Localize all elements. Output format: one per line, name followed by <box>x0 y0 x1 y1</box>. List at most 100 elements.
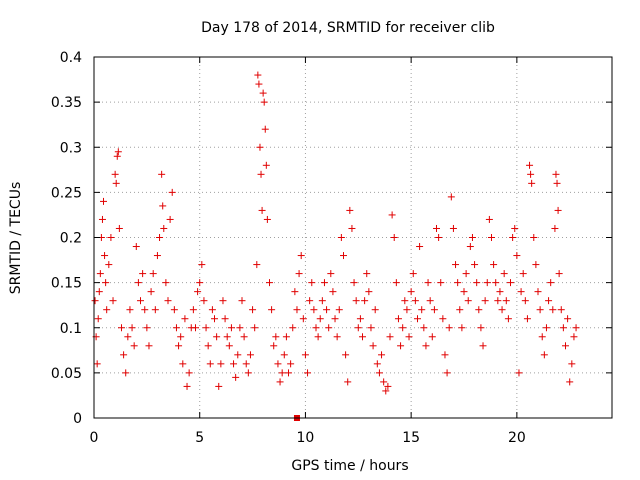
data-point <box>219 297 227 305</box>
data-point <box>208 306 216 314</box>
data-point <box>468 234 476 241</box>
data-point <box>365 288 373 296</box>
data-point <box>126 306 134 314</box>
data-point <box>158 170 166 178</box>
data-point <box>270 342 278 350</box>
data-point <box>117 324 125 332</box>
x-tick-label: 0 <box>90 430 99 446</box>
data-point <box>137 297 145 305</box>
data-point <box>103 306 111 314</box>
data-point <box>221 315 229 323</box>
data-point <box>100 197 108 205</box>
data-point <box>354 324 362 332</box>
y-tick-label: 0.4 <box>60 50 82 66</box>
data-point <box>112 179 120 187</box>
data-point <box>496 288 504 296</box>
data-point <box>350 279 358 287</box>
data-point <box>114 148 122 156</box>
data-point <box>105 261 113 269</box>
data-point <box>244 369 252 377</box>
data-point <box>554 206 562 214</box>
data-point <box>122 369 130 377</box>
data-point <box>172 324 180 332</box>
data-point <box>213 333 221 341</box>
data-point <box>259 89 267 97</box>
data-point <box>342 351 350 359</box>
data-point <box>435 234 443 241</box>
data-point <box>361 297 369 305</box>
data-point <box>98 215 106 223</box>
data-point <box>198 261 206 269</box>
data-point <box>420 324 428 332</box>
data-point <box>561 342 569 350</box>
data-point <box>388 211 396 219</box>
data-point <box>333 333 341 341</box>
x-tick-label: 5 <box>195 430 204 446</box>
data-point <box>287 360 295 368</box>
data-point <box>494 297 502 305</box>
data-point <box>293 306 301 314</box>
data-point <box>227 324 235 332</box>
data-point <box>363 270 371 278</box>
data-point <box>359 333 367 341</box>
data-point <box>179 360 187 368</box>
data-point <box>204 342 212 350</box>
data-point <box>289 324 297 332</box>
data-point <box>445 324 453 332</box>
data-point <box>263 215 271 223</box>
data-point <box>375 369 383 377</box>
data-point <box>407 288 415 296</box>
data-point <box>297 252 305 260</box>
data-point <box>128 324 136 332</box>
data-point <box>401 297 409 305</box>
chart-title: Day 178 of 2014, SRMTID for receiver cli… <box>201 20 495 36</box>
data-point <box>102 279 110 287</box>
data-point <box>403 306 411 314</box>
data-point <box>251 324 259 332</box>
data-point <box>568 360 576 368</box>
x-tick-label: 20 <box>508 430 526 446</box>
data-point <box>492 279 500 287</box>
x-axis-label: GPS time / hours <box>291 458 408 474</box>
data-point <box>147 288 155 296</box>
data-point <box>274 360 282 368</box>
data-point <box>132 243 140 251</box>
data-point <box>392 279 400 287</box>
data-point <box>397 342 405 350</box>
data-point <box>382 387 390 395</box>
data-point <box>449 224 457 232</box>
data-point <box>143 324 151 332</box>
data-point <box>471 261 479 269</box>
data-point <box>422 342 430 350</box>
data-point <box>109 297 117 305</box>
data-point <box>295 270 303 278</box>
data-point <box>352 297 360 305</box>
data-point <box>200 297 208 305</box>
data-point <box>175 342 183 350</box>
y-tick-label: 0.1 <box>60 321 82 337</box>
y-tick-label: 0.05 <box>51 366 82 382</box>
data-point <box>487 234 495 241</box>
y-tick-label: 0.35 <box>51 95 82 111</box>
data-point <box>272 333 280 341</box>
data-point <box>479 342 487 350</box>
data-point <box>145 342 153 350</box>
x-tick-label: 10 <box>297 430 315 446</box>
data-point <box>490 261 498 269</box>
x-tick-label: 15 <box>402 430 420 446</box>
data-point <box>254 71 262 79</box>
data-point <box>369 342 377 350</box>
data-point <box>534 288 542 296</box>
data-point <box>130 342 138 350</box>
data-point <box>107 234 115 241</box>
data-point <box>443 369 451 377</box>
data-point <box>141 306 149 314</box>
data-point <box>223 333 231 341</box>
data-point <box>454 279 462 287</box>
y-tick-label: 0 <box>73 411 82 427</box>
data-point <box>555 270 563 278</box>
data-point <box>557 306 565 314</box>
data-point <box>515 369 523 377</box>
data-point <box>196 279 204 287</box>
